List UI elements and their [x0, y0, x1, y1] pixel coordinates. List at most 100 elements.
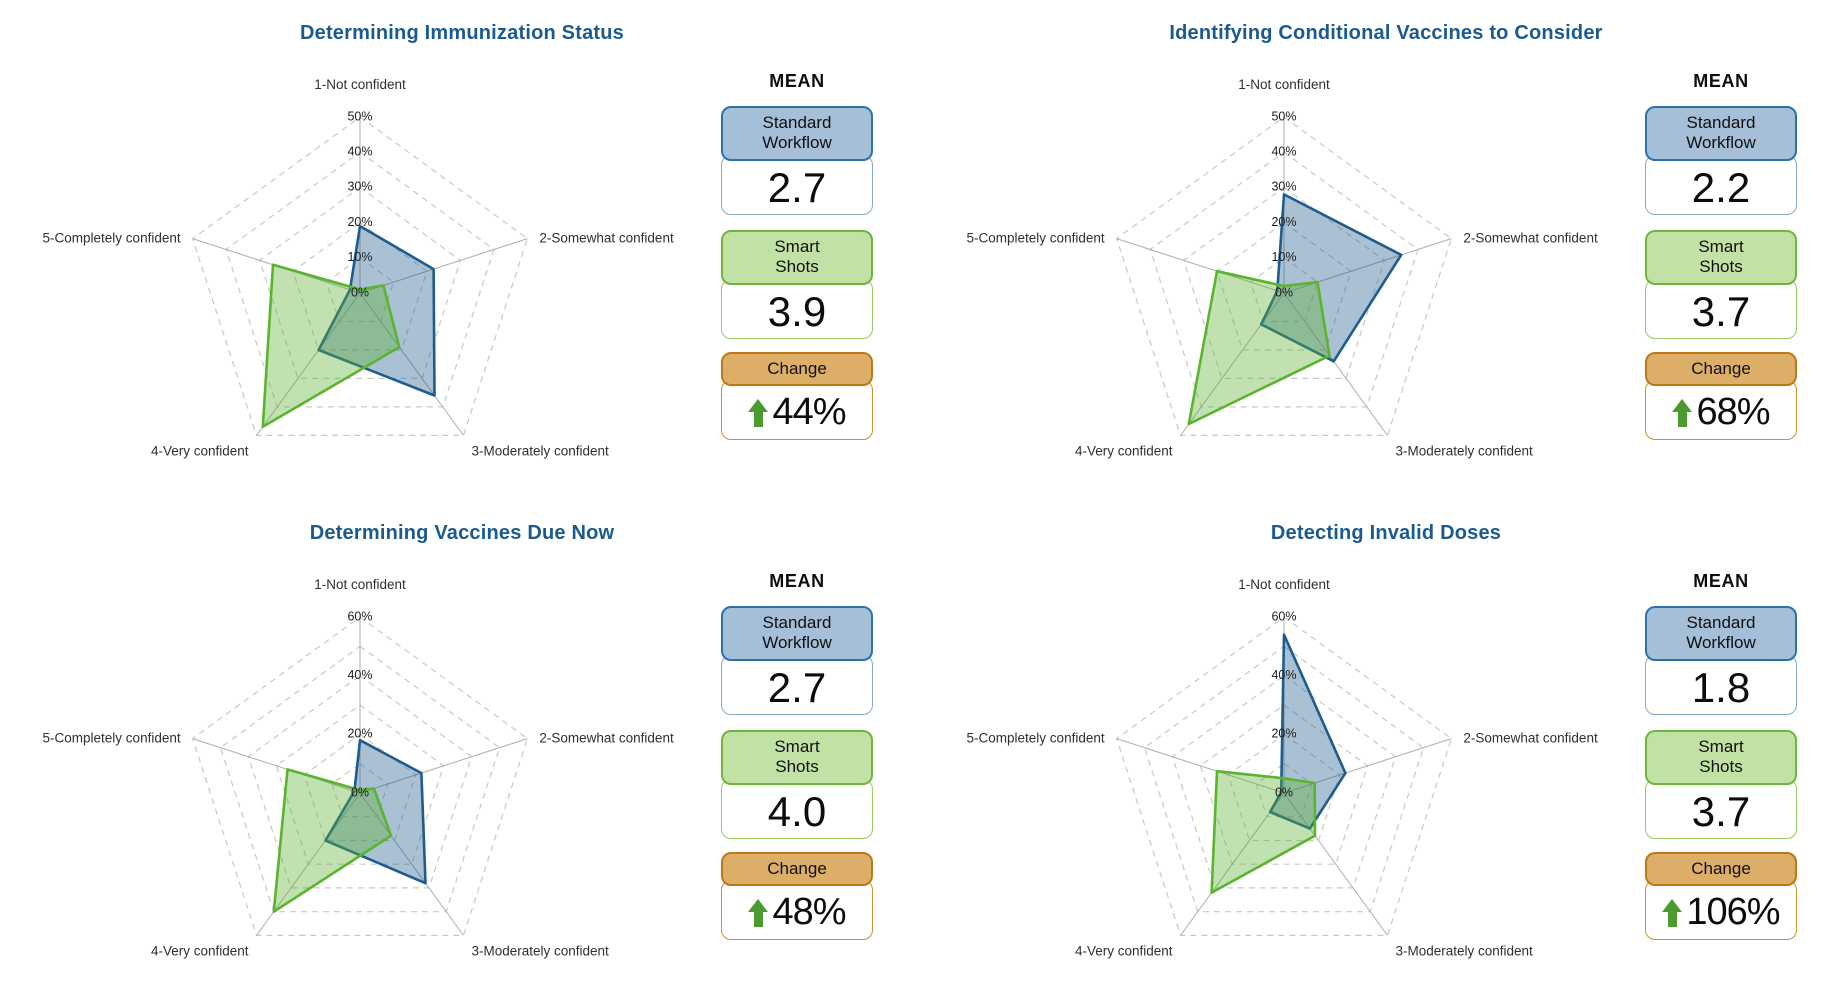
change-label: Change — [721, 351, 873, 386]
svg-text:40%: 40% — [347, 144, 372, 158]
svg-text:30%: 30% — [347, 180, 372, 194]
svg-text:30%: 30% — [1271, 180, 1296, 194]
svg-text:4-Very confident: 4-Very confident — [151, 443, 249, 458]
smart-shots-card: Smart Shots 3.7 — [1645, 229, 1797, 339]
change-value: 44% — [721, 379, 873, 440]
radar-chart: 0% 20% 40% 60% 1-Not confident 2-Somewhat con… — [43, 577, 674, 958]
chart-title: Determining Immunization Status — [299, 22, 624, 44]
svg-text:3-Moderately confident: 3-Moderately confident — [471, 943, 609, 958]
change-percent: 44% — [772, 391, 846, 434]
standard-workflow-card: Standard Workflow 2.7 — [721, 606, 873, 715]
svg-text:20%: 20% — [347, 215, 372, 229]
smart-shots-card: Smart Shots 3.9 — [721, 229, 873, 339]
change-card: Change 106% — [1645, 851, 1797, 940]
standard-workflow-value: 1.8 — [1645, 654, 1797, 715]
svg-text:40%: 40% — [347, 668, 372, 682]
change-label: Change — [1645, 851, 1797, 886]
change-percent: 68% — [1696, 391, 1770, 434]
change-label: Change — [1645, 351, 1797, 386]
svg-text:3-Moderately confident: 3-Moderately confident — [1395, 443, 1533, 458]
smart-shots-label: Smart Shots — [1645, 729, 1797, 785]
svg-text:50%: 50% — [347, 109, 372, 123]
svg-text:40%: 40% — [1271, 144, 1296, 158]
svg-text:60%: 60% — [347, 609, 372, 623]
change-card: Change 44% — [721, 351, 873, 440]
smart-shots-label: Smart Shots — [721, 729, 873, 785]
svg-text:3-Moderately confident: 3-Moderately confident — [1395, 943, 1533, 958]
up-arrow-icon — [1662, 898, 1683, 927]
standard-workflow-label: Standard Workflow — [721, 606, 873, 661]
chart-section-immunization-status: Determining Immunization Status 0% 10% 20%… — [0, 0, 924, 500]
chart-title: Identifying Conditional Vaccines to Cons… — [1169, 22, 1603, 44]
svg-text:5-Completely confident: 5-Completely confident — [43, 731, 181, 746]
svg-text:5-Completely confident: 5-Completely confident — [967, 731, 1105, 746]
smart-shots-value: 3.7 — [1645, 778, 1797, 839]
change-label: Change — [721, 851, 873, 886]
svg-text:0%: 0% — [351, 785, 369, 799]
svg-text:4-Very confident: 4-Very confident — [1075, 443, 1173, 458]
change-card: Change 68% — [1645, 351, 1797, 440]
change-value: 48% — [721, 879, 873, 940]
change-value: 68% — [1645, 379, 1797, 440]
mean-panel: MEAN Standard Workflow 2.7 Smart Shots 3… — [712, 71, 882, 455]
mean-panel: MEAN Standard Workflow 2.7 Smart Shots 4… — [712, 571, 882, 955]
mean-heading: MEAN — [769, 571, 825, 591]
change-value: 106% — [1645, 879, 1797, 940]
svg-text:1-Not confident: 1-Not confident — [314, 577, 406, 592]
smart-shots-value: 4.0 — [721, 778, 873, 839]
standard-workflow-value: 2.7 — [721, 654, 873, 715]
standard-workflow-card: Standard Workflow 1.8 — [1645, 606, 1797, 715]
up-arrow-icon — [748, 898, 769, 927]
svg-text:5-Completely confident: 5-Completely confident — [43, 231, 181, 246]
smart-shots-value: 3.9 — [721, 278, 873, 339]
svg-text:0%: 0% — [351, 285, 369, 299]
chart-section-conditional-vaccines: Identifying Conditional Vaccines to Cons… — [924, 0, 1848, 500]
smart-shots-label: Smart Shots — [1645, 229, 1797, 285]
smart-shots-value: 3.7 — [1645, 278, 1797, 339]
svg-text:2-Somewhat confident: 2-Somewhat confident — [539, 231, 674, 246]
up-arrow-icon — [1672, 398, 1693, 427]
radar-chart: 0% 20% 40% 60% 1-Not confident 2-Somewhat con… — [967, 577, 1598, 958]
change-percent: 106% — [1686, 891, 1780, 934]
chart-title: Determining Vaccines Due Now — [309, 522, 615, 544]
radar-chart: 0% 10% 20% 30% 40% 50% 1-Not confident 2-Somewh… — [43, 77, 674, 458]
change-card: Change 48% — [721, 851, 873, 940]
svg-text:0%: 0% — [1275, 285, 1293, 299]
smart-shots-card: Smart Shots 3.7 — [1645, 729, 1797, 839]
smart-shots-card: Smart Shots 4.0 — [721, 729, 873, 839]
svg-text:5-Completely confident: 5-Completely confident — [967, 231, 1105, 246]
chart-title: Detecting Invalid Doses — [1270, 522, 1502, 544]
standard-workflow-label: Standard Workflow — [721, 106, 873, 161]
standard-workflow-value: 2.7 — [721, 154, 873, 215]
svg-text:3-Moderately confident: 3-Moderately confident — [471, 443, 609, 458]
chart-section-invalid-doses: Detecting Invalid Doses 0% 20% 40% 60% 1-Not… — [924, 500, 1848, 999]
mean-panel: MEAN Standard Workflow 1.8 Smart Shots 3… — [1636, 571, 1806, 955]
svg-text:2-Somewhat confident: 2-Somewhat confident — [1463, 731, 1598, 746]
svg-text:1-Not confident: 1-Not confident — [1238, 77, 1330, 92]
svg-text:4-Very confident: 4-Very confident — [151, 943, 249, 958]
svg-text:20%: 20% — [1271, 215, 1296, 229]
mean-heading: MEAN — [1693, 71, 1749, 91]
standard-workflow-label: Standard Workflow — [1645, 106, 1797, 161]
svg-text:20%: 20% — [347, 727, 372, 741]
svg-text:4-Very confident: 4-Very confident — [1075, 943, 1173, 958]
svg-text:0%: 0% — [1275, 785, 1293, 799]
svg-text:20%: 20% — [1271, 727, 1296, 741]
mean-heading: MEAN — [1693, 571, 1749, 591]
svg-text:50%: 50% — [1271, 109, 1296, 123]
svg-text:2-Somewhat confident: 2-Somewhat confident — [1463, 231, 1598, 246]
standard-workflow-value: 2.2 — [1645, 154, 1797, 215]
svg-text:10%: 10% — [347, 250, 372, 264]
standard-workflow-card: Standard Workflow 2.7 — [721, 106, 873, 215]
mean-heading: MEAN — [769, 71, 825, 91]
radar-chart: 0% 10% 20% 30% 40% 50% 1-Not confident 2-Somewh… — [967, 77, 1598, 458]
svg-text:10%: 10% — [1271, 250, 1296, 264]
svg-text:60%: 60% — [1271, 609, 1296, 623]
up-arrow-icon — [748, 398, 769, 427]
svg-text:1-Not confident: 1-Not confident — [314, 77, 406, 92]
mean-panel: MEAN Standard Workflow 2.2 Smart Shots 3… — [1636, 71, 1806, 455]
smart-shots-label: Smart Shots — [721, 229, 873, 285]
svg-text:2-Somewhat confident: 2-Somewhat confident — [539, 731, 674, 746]
standard-workflow-card: Standard Workflow 2.2 — [1645, 106, 1797, 215]
